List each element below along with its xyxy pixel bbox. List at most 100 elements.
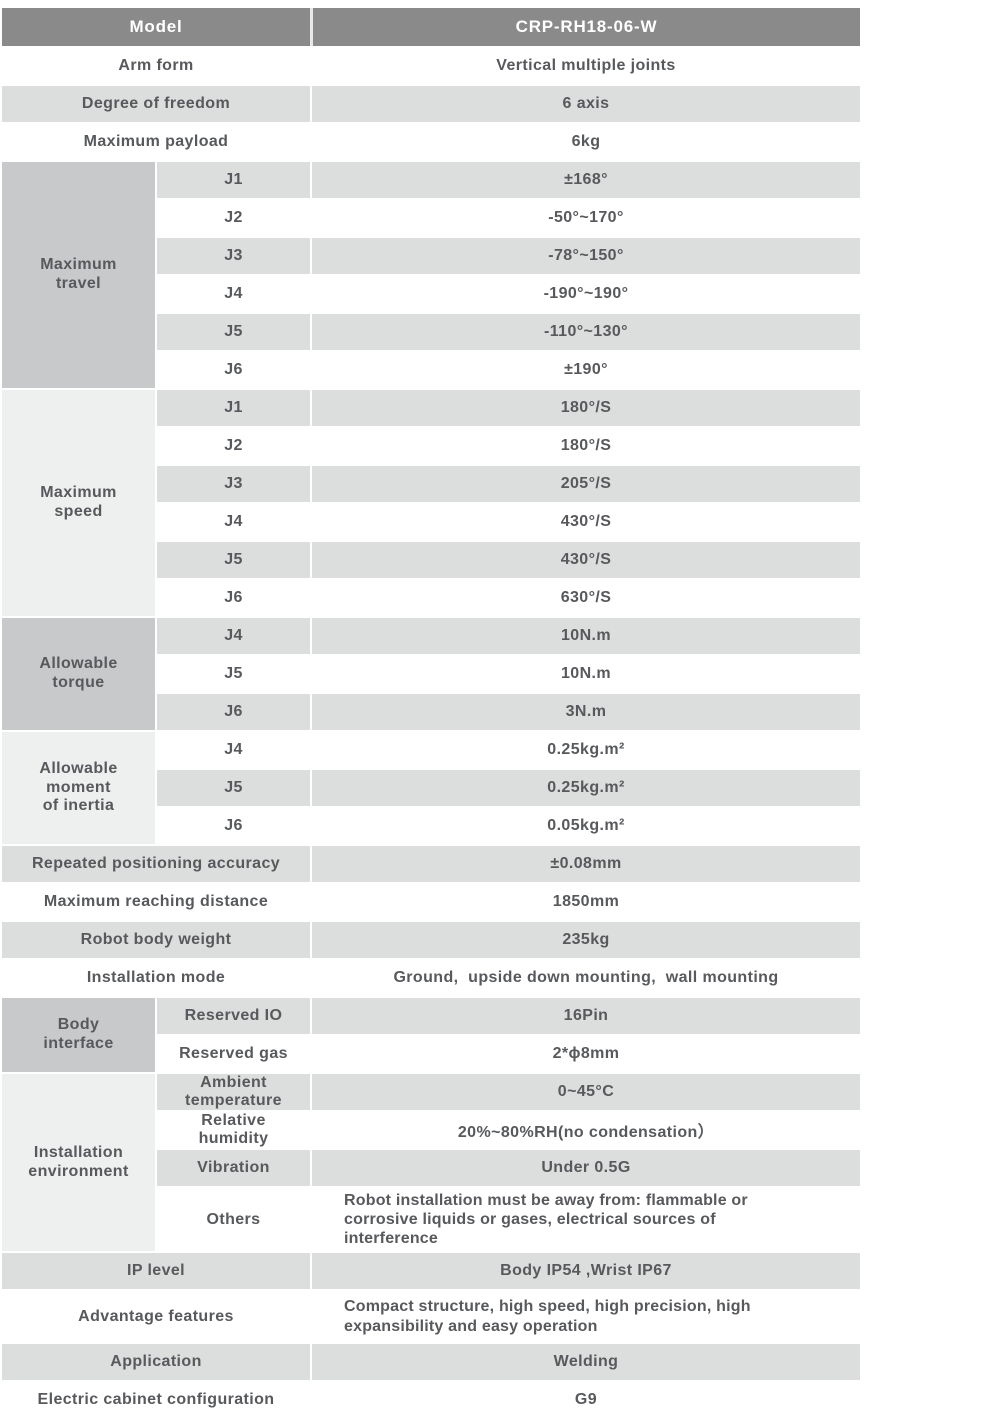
joint-label: J1 [157,162,310,198]
sub-label: Reserved IO [157,998,310,1034]
sub-label: Vibration [157,1150,310,1186]
header-divider [310,8,313,46]
joint-label: J2 [157,200,310,236]
table-row: J4 430°/S [157,504,860,540]
joint-label: J6 [157,352,310,388]
joint-label: J3 [157,466,310,502]
category-cell: Maximum travel [2,162,155,388]
advantage-text: Compact structure, high speed, high prec… [344,1298,756,1335]
row-value: 10N.m [312,618,860,654]
table-row: J3 205°/S [157,466,860,502]
joint-label: J6 [157,808,310,844]
table-row-others: Others Robot installation must be away f… [157,1188,860,1251]
row-label: Maximum reaching distance [2,884,310,920]
joint-label: J5 [157,770,310,806]
row-label: Application [2,1344,310,1380]
row-value: Welding [312,1344,860,1380]
row-label: Maximum payload [2,124,310,160]
table-row: J3 -78°~150° [157,238,860,274]
row-value: ±168° [312,162,860,198]
table-row: Reserved gas 2*ϕ8mm [157,1036,860,1072]
row-value: Robot installation must be away from: fl… [312,1188,860,1251]
row-value: 630°/S [312,580,860,616]
row-value: 205°/S [312,466,860,502]
category-cell: Body interface [2,998,155,1072]
table-row: J1 180°/S [157,390,860,426]
header-model-value: CRP-RH18-06-W [313,8,860,46]
table-row: J2 180°/S [157,428,860,464]
row-value: 10N.m [312,656,860,692]
category-cell: Allowable torque [2,618,155,730]
table-row: Relative humidity 20%~80%RH(no condensat… [157,1112,860,1148]
table-row-ip-level: IP level Body IP54 ,Wrist IP67 [2,1253,860,1289]
table-row-installation-mode: Installation mode Ground, upside down mo… [2,960,860,996]
row-label: Robot body weight [2,922,310,958]
table-row: J1 ±168° [157,162,860,198]
row-value: 180°/S [312,428,860,464]
joint-label: J4 [157,618,310,654]
row-value: Vertical multiple joints [312,48,860,84]
row-value: 235kg [312,922,860,958]
row-value: 0~45°C [312,1074,860,1110]
joint-label: J5 [157,656,310,692]
sub-label: Ambient temperature [157,1074,310,1110]
row-label: Repeated positioning accuracy [2,846,310,882]
table-row: J6 ±190° [157,352,860,388]
sub-label: Reserved gas [157,1036,310,1072]
row-value: ±0.08mm [312,846,860,882]
row-value: -110°~130° [312,314,860,350]
joint-label: J5 [157,542,310,578]
others-text: Robot installation must be away from: fl… [344,1191,753,1248]
group-allowable-torque: Allowable torque J4 10N.m J5 10N.m J6 3N… [2,618,860,730]
table-row: Ambient temperature 0~45°C [157,1074,860,1110]
row-value: 16Pin [312,998,860,1034]
row-value: 0.05kg.m² [312,808,860,844]
row-value: 180°/S [312,390,860,426]
table-row-advantage-features: Advantage features Compact structure, hi… [2,1291,860,1342]
group-body-interface: Body interface Reserved IO 16Pin Reserve… [2,998,860,1072]
row-label: Arm form [2,48,310,84]
joint-label: J2 [157,428,310,464]
table-row-repeated-positioning-accuracy: Repeated positioning accuracy ±0.08mm [2,846,860,882]
joint-label: J4 [157,276,310,312]
category-cell: Installation environment [2,1074,155,1251]
row-label: IP level [2,1253,310,1289]
table-row: J4 -190°~190° [157,276,860,312]
category-cell: Maximum speed [2,390,155,616]
row-value: 0.25kg.m² [312,770,860,806]
sub-label: Others [157,1188,310,1251]
table-row: Vibration Under 0.5G [157,1150,860,1186]
row-value: ±190° [312,352,860,388]
row-value: 1850mm [312,884,860,920]
table-header-row: Model CRP-RH18-06-W [2,8,860,46]
row-value: Body IP54 ,Wrist IP67 [312,1253,860,1289]
table-row: J5 0.25kg.m² [157,770,860,806]
table-row-robot-body-weight: Robot body weight 235kg [2,922,860,958]
row-value: Under 0.5G [312,1150,860,1186]
joint-label: J1 [157,390,310,426]
row-value: -78°~150° [312,238,860,274]
sub-label: Relative humidity [157,1112,310,1148]
row-value: Compact structure, high speed, high prec… [312,1291,860,1342]
row-value: Ground, upside down mounting, wall mount… [312,960,860,996]
table-row-electric-cabinet-configuration: Electric cabinet configuration G9 [2,1382,860,1418]
row-value: -190°~190° [312,276,860,312]
row-value: 6kg [312,124,860,160]
table-row: J6 630°/S [157,580,860,616]
table-row: J4 10N.m [157,618,860,654]
row-value: 430°/S [312,504,860,540]
table-row-maximum-payload: Maximum payload 6kg [2,124,860,160]
group-installation-environment: Installation environment Ambient tempera… [2,1074,860,1251]
row-label: Advantage features [2,1291,310,1342]
table-row: J6 3N.m [157,694,860,730]
joint-label: J5 [157,314,310,350]
row-label: Electric cabinet configuration [2,1382,310,1418]
table-row: J6 0.05kg.m² [157,808,860,844]
robot-spec-table: Model CRP-RH18-06-W Arm form Vertical mu… [2,8,860,1420]
joint-label: J3 [157,238,310,274]
joint-label: J4 [157,504,310,540]
group-allowable-moment-of-inertia: Allowable moment of inertia J4 0.25kg.m²… [2,732,860,844]
row-value: 430°/S [312,542,860,578]
row-value: 20%~80%RH(no condensation） [312,1112,860,1148]
table-row-maximum-reaching-distance: Maximum reaching distance 1850mm [2,884,860,920]
